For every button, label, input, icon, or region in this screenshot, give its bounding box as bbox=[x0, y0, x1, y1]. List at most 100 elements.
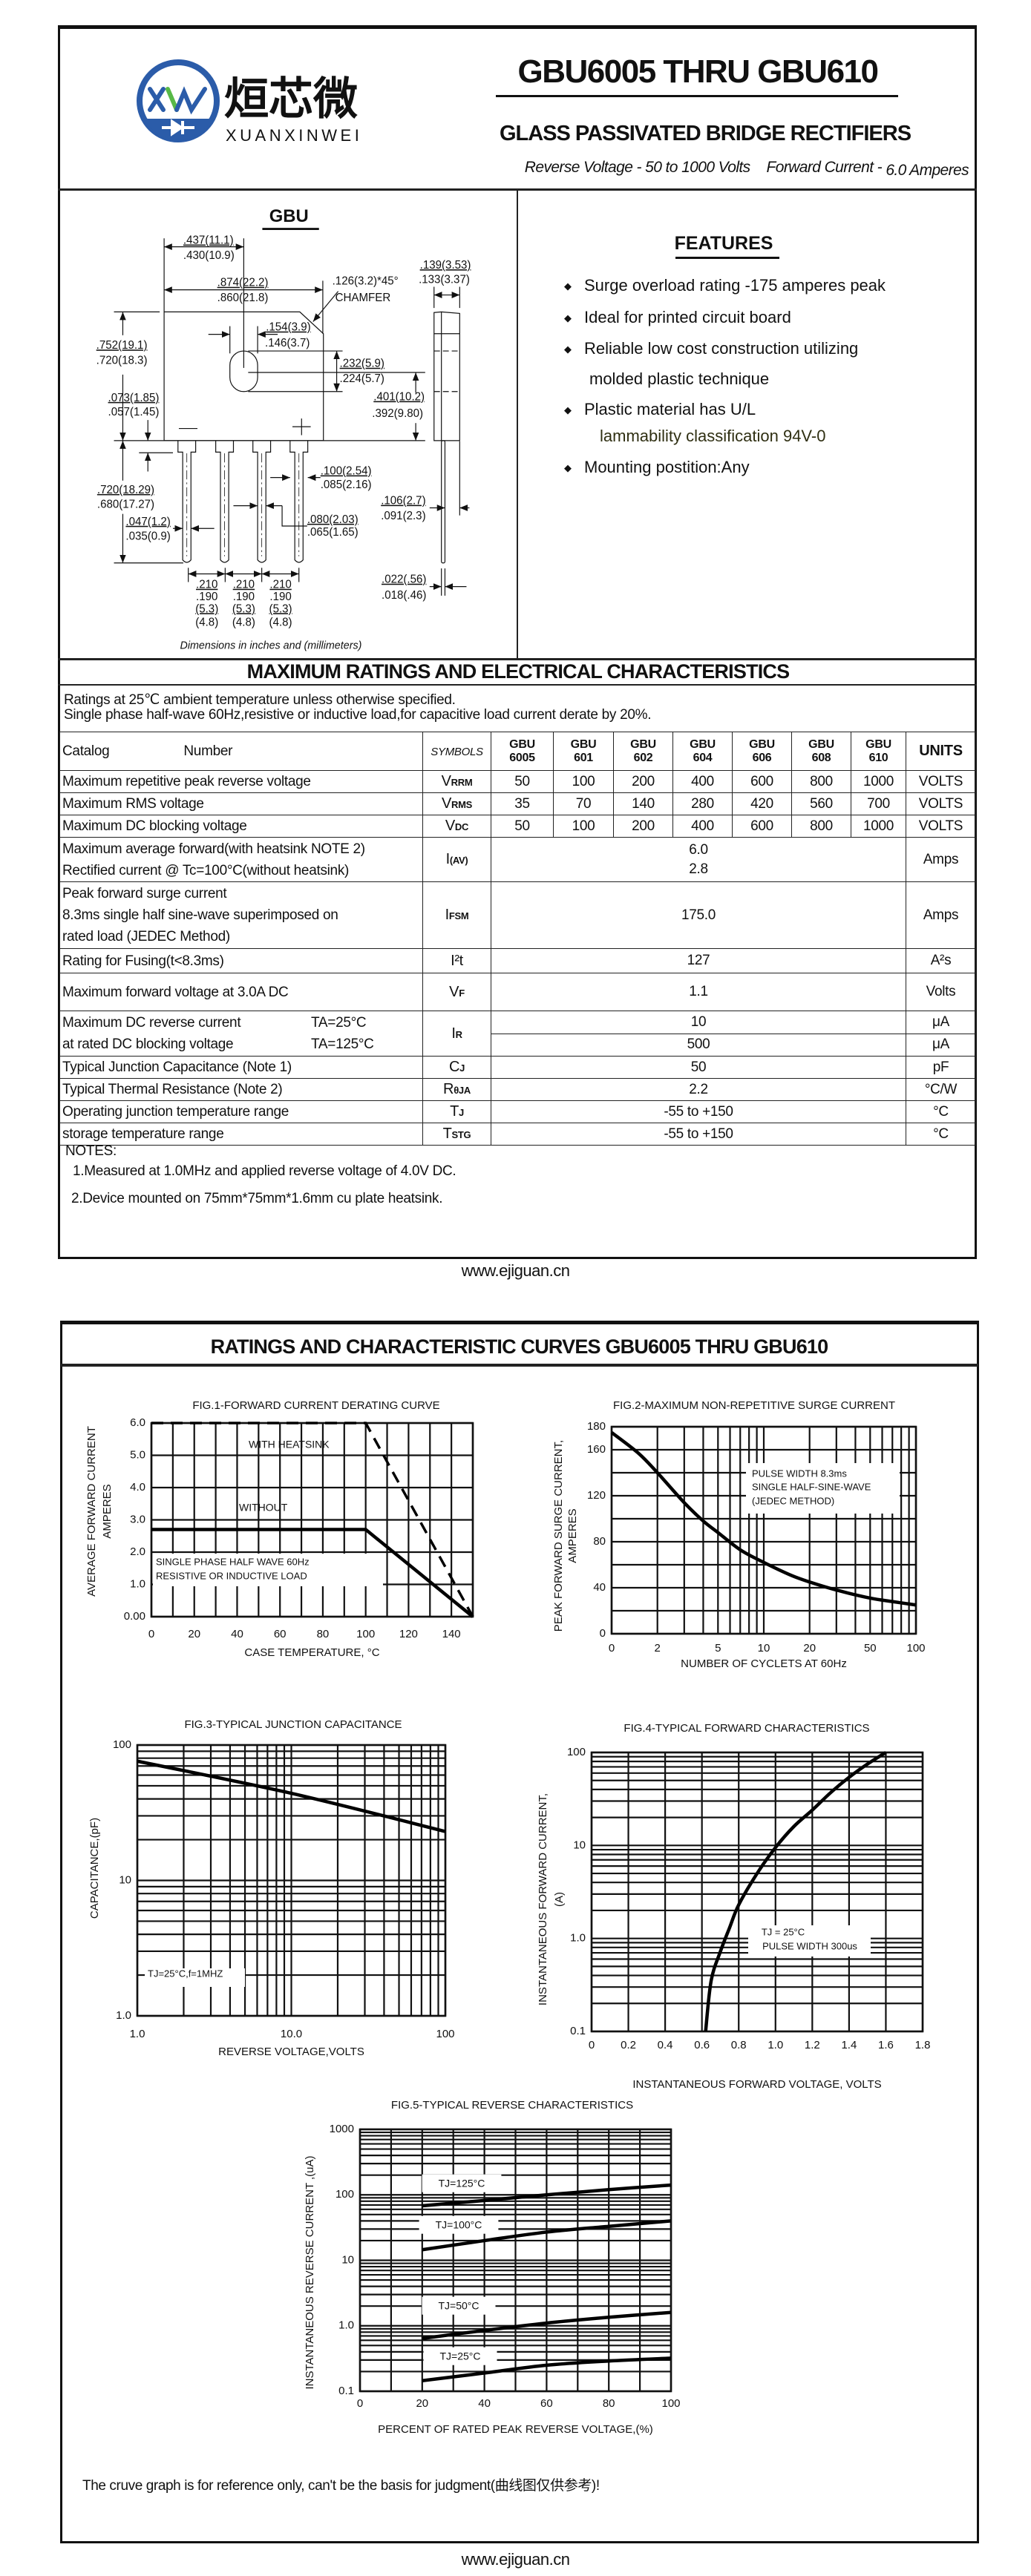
dim-label: .874(22.2) bbox=[217, 277, 269, 289]
part-suffix: 601 bbox=[574, 751, 593, 764]
symbol-subscript: FSM bbox=[448, 910, 469, 921]
bullet-icon: ◆ bbox=[564, 280, 572, 292]
x-tick-label: 100 bbox=[661, 2397, 680, 2410]
symbol-main: V bbox=[441, 795, 452, 812]
y-axis-label: (A) bbox=[553, 1892, 566, 1907]
value-text: 600 bbox=[750, 773, 773, 789]
table-row: storage temperature range TSTG -55 to +150… bbox=[59, 1123, 976, 1146]
dim-label: .139(3.53) bbox=[420, 259, 471, 272]
feature-text: Ideal for printed circuit board bbox=[584, 308, 791, 326]
value-text: 2.2 bbox=[689, 1081, 708, 1097]
x-tick-label: 140 bbox=[442, 1628, 461, 1640]
parameter-line: Maximum average forward(with heatsink NO… bbox=[62, 838, 420, 860]
symbol-subscript: R bbox=[455, 1028, 462, 1040]
part-prefix: GBU bbox=[509, 737, 535, 751]
series-label-background bbox=[423, 2347, 497, 2365]
feature-item: ◆ Surge overload rating -175 amperes peak bbox=[564, 276, 886, 296]
value-text: 800 bbox=[810, 818, 833, 834]
pitch-label: (5.3) bbox=[232, 602, 255, 615]
dim-label: .860(21.8) bbox=[217, 292, 269, 304]
part-number: GBU 610 bbox=[854, 738, 903, 765]
parameter-line: Typical Junction Capacitance (Note 1) bbox=[62, 1057, 420, 1078]
parameter-cell: Maximum repetitive peak reverse voltage bbox=[59, 770, 423, 793]
parameter-cell: Peak forward surge current 8.3ms single h… bbox=[59, 881, 423, 949]
y-axis-label: INSTANTANEOUS REVERSE CURRENT ,(uA) bbox=[304, 2155, 316, 2389]
table-row: Maximum forward voltage at 3.0A DC VF 1.1 V… bbox=[59, 973, 976, 1011]
value-cell: 50 bbox=[491, 815, 554, 838]
parameter-line: Rating for Fusing(t<8.3ms) bbox=[62, 950, 420, 972]
website-link[interactable]: www.ejiguan.cn bbox=[461, 1261, 570, 1280]
parameter-line: Typical Thermal Resistance (Note 2) bbox=[62, 1080, 420, 1100]
dim-label: .154(3.9) bbox=[266, 321, 310, 334]
x-tick-label: 1.4 bbox=[841, 2039, 857, 2051]
y-tick-label: 40 bbox=[593, 1581, 606, 1594]
dim-label: .018(.46) bbox=[382, 589, 426, 602]
symbol-main: V bbox=[449, 983, 459, 1000]
y-tick-label: 6.0 bbox=[130, 1416, 145, 1429]
parameter-text: Operating junction temperature range bbox=[62, 1104, 289, 1120]
annotation-background bbox=[748, 1925, 871, 1956]
dim-label: .133(3.37) bbox=[419, 273, 470, 286]
symbol-cell: IR bbox=[422, 1011, 491, 1057]
dim-label: .392(9.80) bbox=[372, 407, 423, 420]
parameter-text: Rectified current @ Tc=100°C(without hea… bbox=[62, 862, 350, 878]
value-text: 500 bbox=[687, 1036, 710, 1053]
y-axis-label: AMPERES bbox=[101, 1484, 114, 1538]
series-line bbox=[422, 2183, 672, 2208]
chart-title: FIG.2-MAXIMUM NON-REPETITIVE SURGE CURRE… bbox=[613, 1399, 895, 1412]
chart-annotation: SINGLE PHASE HALF WAVE 60Hz bbox=[156, 1556, 310, 1567]
value-text: 600 bbox=[750, 818, 773, 834]
x-tick-label: 80 bbox=[603, 2397, 615, 2410]
datasheet-page-1 bbox=[58, 25, 977, 1259]
pitch-label: .210 bbox=[269, 578, 291, 591]
curves-title: RATINGS AND CHARACTERISTIC CURVES GBU600… bbox=[210, 1335, 829, 1358]
value-text: 400 bbox=[691, 818, 714, 834]
value-text: 140 bbox=[632, 795, 655, 812]
part-number-header: GBU 608 bbox=[791, 732, 851, 771]
symbol-main: R bbox=[443, 1081, 454, 1097]
unit-text: °C bbox=[933, 1103, 949, 1120]
y-tick-label: 1.0 bbox=[130, 1577, 145, 1590]
value-cell: 400 bbox=[672, 815, 733, 838]
y-tick-label: 0.1 bbox=[570, 2025, 586, 2037]
x-tick-label: 0 bbox=[148, 1628, 154, 1640]
y-tick-label: 100 bbox=[336, 2188, 354, 2201]
series-label: TJ=125°C bbox=[439, 2178, 485, 2189]
x-tick-label: 1.2 bbox=[805, 2039, 820, 2051]
value-text: 50 bbox=[690, 1059, 707, 1075]
plot-frame bbox=[610, 1425, 917, 1635]
symbol-subscript: J bbox=[458, 1107, 464, 1118]
value-cell: 560 bbox=[791, 792, 851, 815]
symbol-main: I bbox=[445, 907, 450, 923]
website-link[interactable]: www.ejiguan.cn bbox=[461, 2550, 570, 2569]
series-line bbox=[151, 1528, 474, 1618]
symbol-subscript: F bbox=[459, 987, 465, 999]
dim-label: .752(19.1) bbox=[96, 339, 148, 352]
value-text: 400 bbox=[691, 773, 714, 789]
logo-chinese-name: 烜芯微 bbox=[224, 74, 358, 124]
value-cell: 400 bbox=[672, 770, 733, 793]
x-tick-label: 2 bbox=[655, 1642, 661, 1655]
part-number: GBU 602 bbox=[616, 738, 670, 765]
test-condition: TA=125°C bbox=[311, 1036, 374, 1052]
parameter-line: Maximum RMS voltage bbox=[62, 794, 420, 815]
unit-text: μA bbox=[932, 1013, 950, 1030]
unit-cell: °C/W bbox=[906, 1078, 976, 1101]
features-title: FEATURES bbox=[674, 233, 773, 254]
x-axis-label: INSTANTANEOUS FORWARD VOLTAGE, VOLTS bbox=[632, 2078, 881, 2091]
x-tick-label: 100 bbox=[436, 2028, 454, 2040]
symbol-subscript: RRM bbox=[451, 777, 473, 788]
parameter-line: Operating junction temperature range bbox=[62, 1102, 420, 1123]
dim-label: .720(18.3) bbox=[96, 354, 148, 367]
symbol-cell: TSTG bbox=[422, 1123, 491, 1146]
package-body bbox=[163, 311, 324, 441]
feature-item: ◆ Ideal for printed circuit board bbox=[564, 308, 791, 328]
value-cell: 800 bbox=[791, 770, 851, 793]
y-tick-label: 10 bbox=[573, 1839, 586, 1851]
value-text: 50 bbox=[514, 773, 530, 789]
parameter-text: at rated DC blocking voltage bbox=[62, 1036, 234, 1052]
parameter-text: Maximum DC blocking voltage bbox=[62, 818, 247, 834]
units-header: UNITS bbox=[906, 732, 976, 771]
grid bbox=[359, 2128, 672, 2393]
catalog-number-header: Catalog Number bbox=[59, 732, 423, 771]
